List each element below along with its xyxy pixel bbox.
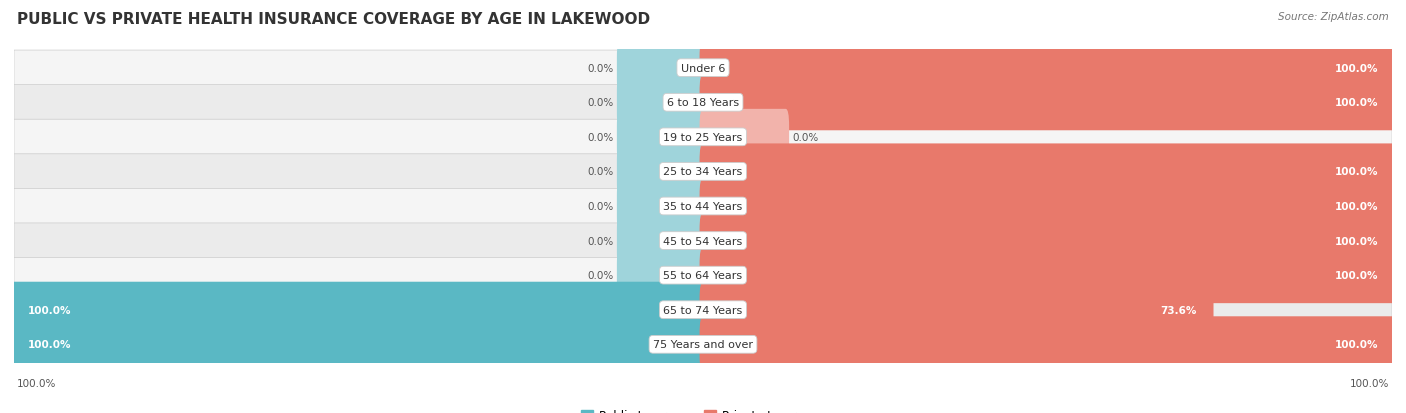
Text: 65 to 74 Years: 65 to 74 Years [664,305,742,315]
FancyBboxPatch shape [617,109,706,166]
Text: 25 to 34 Years: 25 to 34 Years [664,167,742,177]
FancyBboxPatch shape [700,40,1395,97]
Text: 100.0%: 100.0% [1334,202,1378,211]
Text: Under 6: Under 6 [681,64,725,74]
Text: 100.0%: 100.0% [1350,378,1389,388]
Text: 75 Years and over: 75 Years and over [652,339,754,349]
Text: 0.0%: 0.0% [588,202,613,211]
Text: 55 to 64 Years: 55 to 64 Years [664,271,742,280]
Text: 100.0%: 100.0% [1334,339,1378,349]
Text: 100.0%: 100.0% [1334,271,1378,280]
Text: 0.0%: 0.0% [588,98,613,108]
Legend: Public Insurance, Private Insurance: Public Insurance, Private Insurance [576,404,830,413]
FancyBboxPatch shape [700,178,1395,235]
FancyBboxPatch shape [617,75,706,131]
FancyBboxPatch shape [14,292,1392,328]
Text: 35 to 44 Years: 35 to 44 Years [664,202,742,211]
Text: Source: ZipAtlas.com: Source: ZipAtlas.com [1278,12,1389,22]
Text: 0.0%: 0.0% [588,133,613,142]
Text: 100.0%: 100.0% [1334,236,1378,246]
FancyBboxPatch shape [617,247,706,304]
FancyBboxPatch shape [14,120,1392,155]
FancyBboxPatch shape [14,85,1392,121]
FancyBboxPatch shape [617,144,706,200]
Text: 73.6%: 73.6% [1160,305,1197,315]
Text: 0.0%: 0.0% [793,133,818,142]
FancyBboxPatch shape [617,213,706,269]
Text: 0.0%: 0.0% [588,271,613,280]
Text: 19 to 25 Years: 19 to 25 Years [664,133,742,142]
FancyBboxPatch shape [700,282,1213,338]
FancyBboxPatch shape [617,178,706,235]
FancyBboxPatch shape [14,51,1392,86]
Text: 0.0%: 0.0% [588,236,613,246]
Text: 45 to 54 Years: 45 to 54 Years [664,236,742,246]
FancyBboxPatch shape [700,109,789,166]
FancyBboxPatch shape [14,327,1392,362]
FancyBboxPatch shape [700,144,1395,200]
Text: 0.0%: 0.0% [588,167,613,177]
FancyBboxPatch shape [11,282,706,338]
Text: 0.0%: 0.0% [588,64,613,74]
FancyBboxPatch shape [14,258,1392,293]
FancyBboxPatch shape [700,316,1395,373]
FancyBboxPatch shape [700,247,1395,304]
Text: 100.0%: 100.0% [1334,98,1378,108]
FancyBboxPatch shape [700,75,1395,131]
FancyBboxPatch shape [11,316,706,373]
Text: PUBLIC VS PRIVATE HEALTH INSURANCE COVERAGE BY AGE IN LAKEWOOD: PUBLIC VS PRIVATE HEALTH INSURANCE COVER… [17,12,650,27]
FancyBboxPatch shape [617,40,706,97]
Text: 6 to 18 Years: 6 to 18 Years [666,98,740,108]
FancyBboxPatch shape [14,154,1392,190]
FancyBboxPatch shape [14,223,1392,259]
Text: 100.0%: 100.0% [17,378,56,388]
Text: 100.0%: 100.0% [28,305,72,315]
Text: 100.0%: 100.0% [28,339,72,349]
FancyBboxPatch shape [700,213,1395,269]
FancyBboxPatch shape [14,189,1392,224]
Text: 100.0%: 100.0% [1334,167,1378,177]
Text: 100.0%: 100.0% [1334,64,1378,74]
